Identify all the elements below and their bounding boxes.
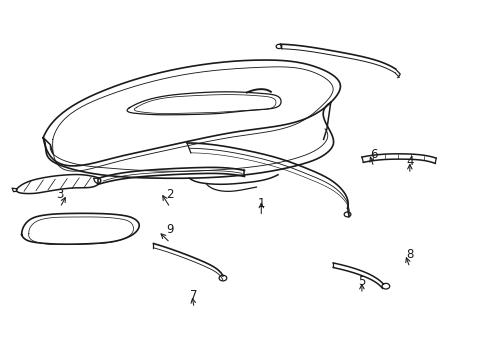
Text: 9: 9	[166, 224, 174, 237]
Text: 6: 6	[369, 148, 377, 161]
Text: 8: 8	[406, 248, 413, 261]
Text: 3: 3	[56, 188, 63, 201]
Text: 5: 5	[358, 275, 365, 288]
Text: 1: 1	[257, 197, 264, 210]
Text: 7: 7	[190, 289, 198, 302]
Text: 2: 2	[166, 188, 174, 201]
Text: 4: 4	[405, 155, 413, 168]
